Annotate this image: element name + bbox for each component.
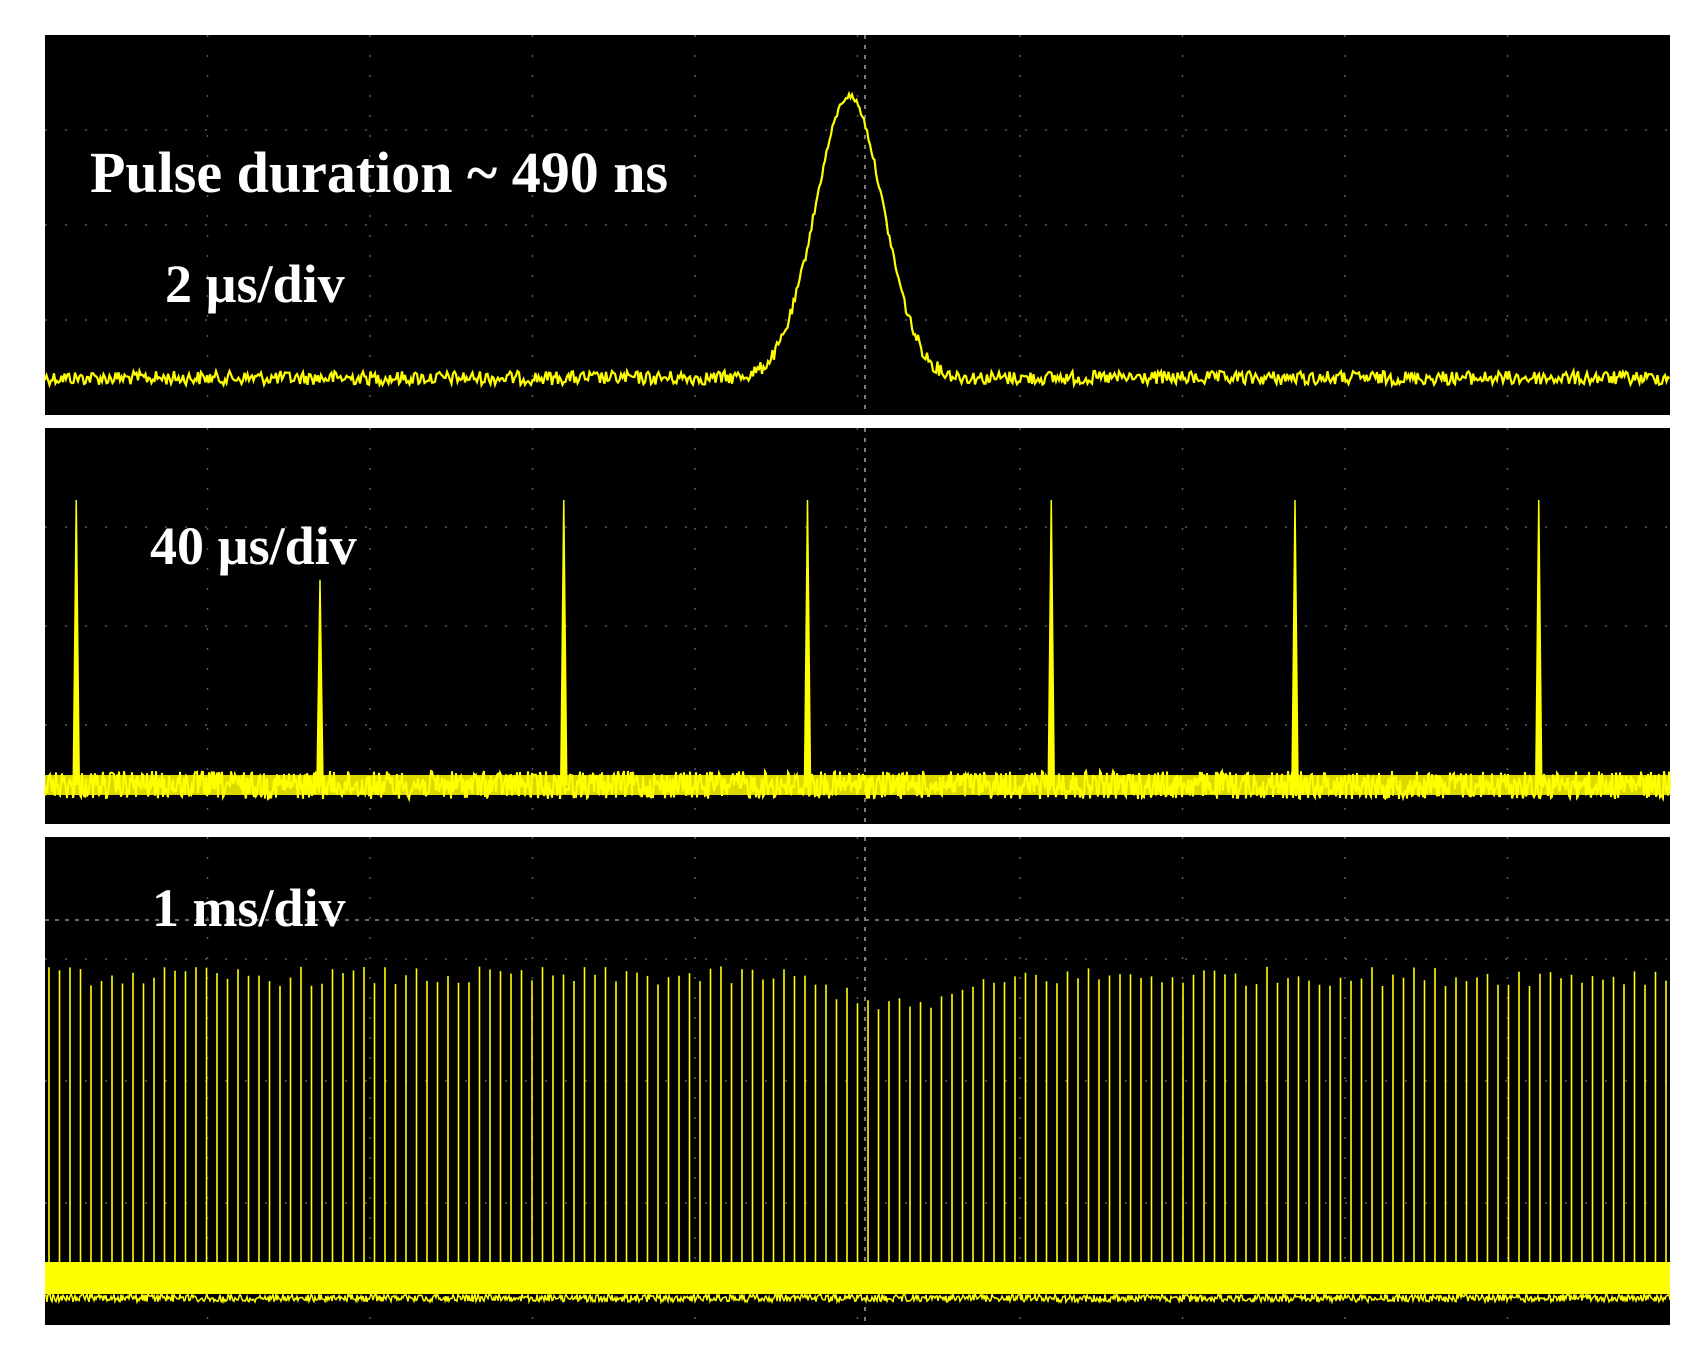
panel-pulse-train: [44, 428, 1671, 824]
panel-pulse-train-screen: [45, 428, 1670, 824]
panel-pulse-shape: [43, 35, 1671, 415]
pulse-train-spike: [1535, 499, 1543, 786]
pulse-shape-trace: [43, 90, 1671, 389]
panel-pulse-shape-screen: [45, 35, 1670, 415]
pulse-train-baseline-band: [45, 775, 1670, 795]
pulse-duration-label: Pulse duration ~ 490 ns: [90, 140, 668, 205]
pulse-train-spike: [803, 499, 812, 786]
pulse-train-trace: [44, 499, 1671, 803]
panel-separator: [45, 415, 1670, 428]
panel-pulse-train-grid: [45, 428, 1670, 824]
pulse-train-timebase-label: 40 µs/div: [150, 516, 357, 576]
pulse-shape-timebase-label: 2 µs/div: [165, 254, 345, 314]
long-pulse-train-timebase-label: 1 ms/div: [152, 878, 346, 938]
long-train-baseline-band: [45, 1262, 1670, 1294]
long-train-baseline-noise: [44, 1291, 1671, 1305]
long-pulse-train-trace: [44, 966, 1671, 1305]
panel-long-pulse-train-grid: [45, 837, 1670, 1325]
pulse-train-spike: [72, 499, 80, 786]
panel-long-pulse-train: [44, 837, 1671, 1325]
pulse-train-spike: [316, 579, 324, 786]
pulse-train-spike: [1291, 499, 1299, 786]
panel-pulse-shape-grid: [45, 35, 1670, 415]
pulse-train-spike: [560, 499, 568, 786]
pulse-train-spike: [1047, 499, 1055, 786]
panel-separator: [45, 824, 1670, 837]
